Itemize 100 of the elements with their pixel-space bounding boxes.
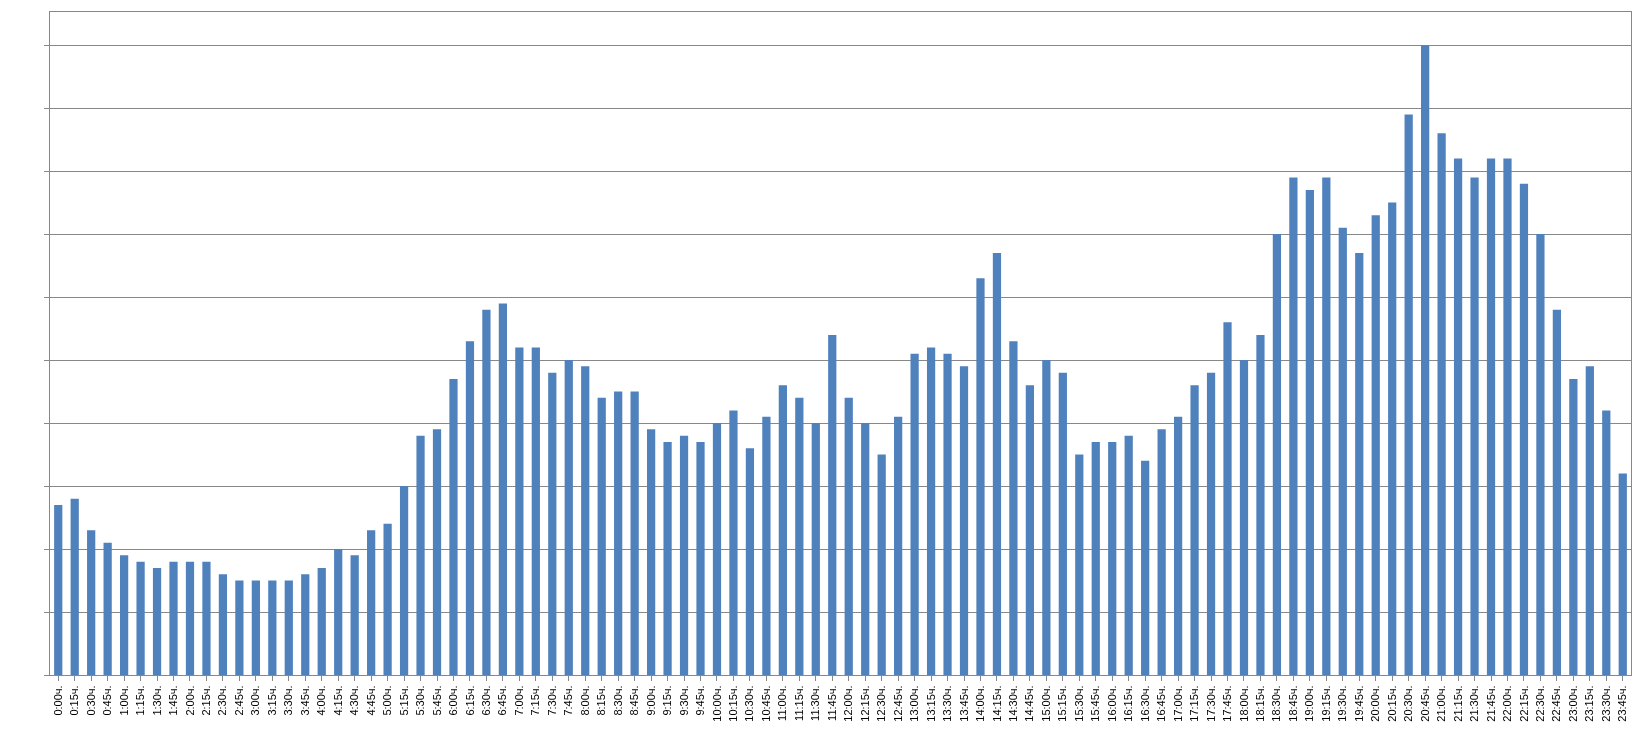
x-tick-label: 3:30ч.	[282, 685, 295, 716]
x-tick-label: 19:15ч.	[1319, 685, 1332, 722]
x-tick-label: 11:00ч.	[776, 685, 789, 721]
bar	[646, 429, 656, 675]
x-tick-label: 21:15ч.	[1451, 685, 1464, 722]
x-tick-label: 18:00ч.	[1237, 685, 1250, 722]
x-tick-label: 12:30ч.	[875, 685, 888, 722]
bar	[729, 410, 738, 675]
x-tick-label: 10:45ч.	[759, 685, 772, 722]
bar	[745, 448, 755, 675]
bar	[1388, 202, 1397, 675]
bar	[630, 391, 639, 675]
x-tick-label: 2:00ч.	[183, 685, 196, 716]
x-tick-label: 0:45ч.	[101, 685, 114, 716]
bar	[152, 567, 162, 675]
bar	[844, 397, 853, 675]
bar	[712, 423, 722, 675]
bar	[828, 334, 837, 675]
x-tick-label: 0:30ч.	[84, 685, 97, 716]
x-tick-label: 22:15ч.	[1517, 685, 1530, 722]
bar	[762, 416, 771, 675]
bar	[136, 561, 145, 675]
x-tick-label: 15:00ч.	[1039, 685, 1052, 722]
x-tick-label: 17:45ч.	[1221, 685, 1234, 722]
x-tick-label: 6:00ч.	[447, 685, 460, 716]
x-tick-label: 10:00ч.	[710, 685, 723, 722]
bar	[1437, 133, 1446, 675]
bar	[169, 561, 178, 675]
bar	[1058, 372, 1067, 675]
bar	[1141, 460, 1150, 675]
bar	[959, 366, 969, 675]
bar	[1602, 410, 1611, 675]
x-tick-label: 5:45ч.	[430, 685, 443, 716]
bar	[202, 561, 211, 675]
bar	[1157, 429, 1166, 675]
x-tick-label: 9:30ч.	[677, 685, 690, 716]
x-tick-label: 20:00ч.	[1369, 685, 1382, 722]
x-tick-label: 5:00ч.	[381, 685, 394, 716]
x-tick-label: 11:15ч.	[792, 685, 805, 721]
x-tick-label: 10:15ч.	[727, 685, 740, 722]
x-tick-label: 16:45ч.	[1155, 685, 1168, 722]
x-tick-label: 10:30ч.	[743, 685, 756, 722]
x-tick-label: 19:00ч.	[1303, 685, 1316, 722]
bar	[877, 454, 886, 675]
x-tick-label: 19:30ч.	[1336, 685, 1349, 722]
bar	[1173, 416, 1183, 675]
bar	[1223, 322, 1232, 675]
bar	[1025, 385, 1035, 675]
bar	[268, 580, 277, 675]
x-tick-label: 3:00ч.	[249, 685, 262, 716]
x-tick-label: 23:30ч.	[1599, 685, 1612, 722]
x-tick-label: 4:00ч.	[315, 685, 328, 716]
x-tick-label: 13:00ч.	[908, 685, 921, 722]
bar	[317, 567, 326, 675]
x-tick-label: 2:30ч.	[216, 685, 229, 716]
x-tick-label: 16:15ч.	[1122, 685, 1135, 722]
bar	[432, 429, 442, 675]
x-tick-label: 8:00ч.	[578, 685, 591, 716]
x-tick-label: 18:30ч.	[1270, 685, 1283, 722]
x-tick-label: 0:15ч.	[68, 685, 81, 716]
bar	[1108, 441, 1117, 675]
x-tick-label: 3:45ч.	[298, 685, 311, 716]
x-tick-label: 1:45ч.	[167, 685, 180, 716]
x-tick-label: 11:30ч.	[809, 685, 822, 721]
x-tick-label: 8:15ч.	[595, 685, 608, 716]
bar	[367, 530, 376, 675]
x-tick-label: 20:45ч.	[1418, 685, 1431, 722]
bar	[1305, 190, 1314, 675]
x-tick-label: 6:30ч.	[480, 685, 492, 716]
bar	[1536, 234, 1545, 675]
bar	[449, 378, 458, 675]
bar	[70, 498, 79, 675]
x-tick-label: 20:15ч.	[1385, 685, 1398, 722]
bar	[597, 397, 606, 675]
bar	[301, 574, 310, 675]
bar	[614, 391, 623, 675]
bar	[581, 366, 590, 675]
bar	[1453, 158, 1463, 675]
bar	[910, 353, 919, 675]
x-tick-label: 4:45ч.	[364, 685, 377, 716]
bar	[1371, 215, 1380, 675]
x-tick-label: 12:00ч.	[842, 685, 855, 722]
x-tick-label: 21:30ч.	[1468, 685, 1481, 722]
bar	[894, 416, 903, 675]
bar	[1124, 435, 1133, 675]
x-tick-label: 22:00ч.	[1501, 685, 1514, 722]
bar	[1075, 454, 1084, 675]
bar	[350, 555, 359, 675]
x-tick-label: 14:15ч.	[990, 685, 1003, 722]
x-tick-label: 23:15ч.	[1583, 685, 1596, 722]
bar	[1404, 114, 1413, 675]
bar	[1519, 183, 1529, 675]
bar	[1470, 177, 1479, 675]
x-tick-label: 21:00ч.	[1435, 685, 1448, 722]
x-tick-label: 23:45ч.	[1616, 685, 1629, 722]
bar	[548, 372, 557, 675]
x-tick-label: 22:45ч.	[1550, 685, 1563, 722]
x-tick-label: 15:45ч.	[1089, 685, 1102, 722]
x-tick-label: 1:30ч.	[150, 685, 163, 716]
bar	[284, 580, 293, 675]
